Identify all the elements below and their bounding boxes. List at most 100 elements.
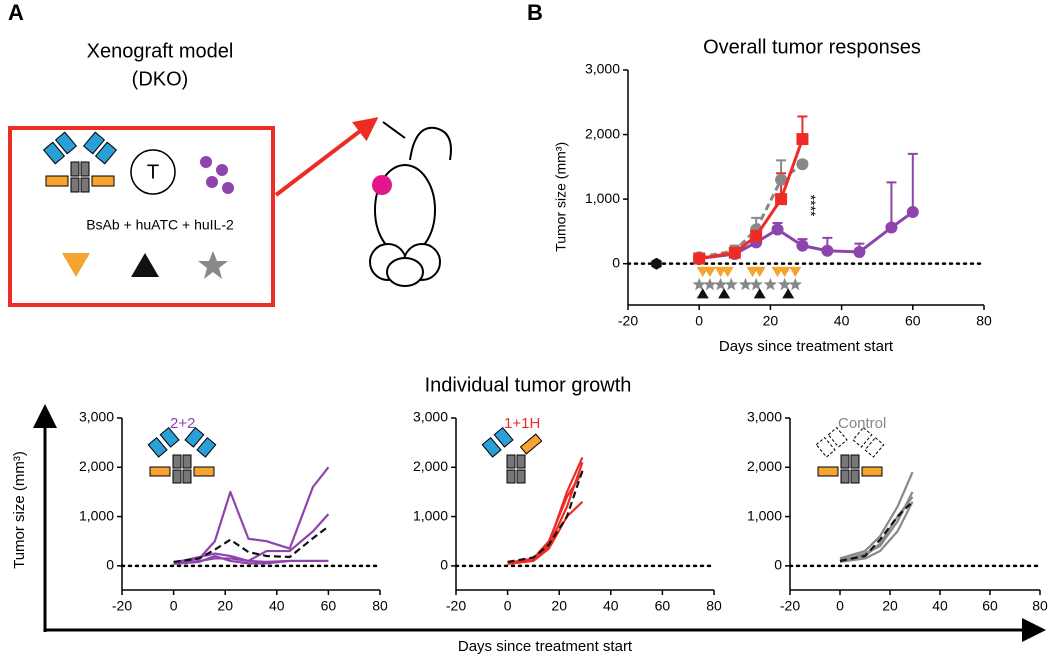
diagram-subtitle: (DKO) [132, 68, 189, 90]
x-tick-label: -20 [780, 598, 800, 614]
icon-part [850, 469, 860, 484]
point [775, 173, 788, 186]
chart-label: 2+2 [170, 415, 195, 432]
icon-part [193, 466, 215, 477]
y-tick-label: 1,000 [79, 507, 114, 523]
icon-part [840, 454, 850, 469]
series-line [839, 471, 914, 560]
icon-part [815, 436, 836, 458]
x-tick-label: 40 [603, 598, 619, 614]
icon-part [516, 469, 526, 484]
chart-title: Overall tumor responses [703, 36, 921, 58]
point [885, 221, 898, 234]
point [750, 229, 763, 242]
y-tick-label: 0 [440, 557, 448, 573]
y-tick-label: 3,000 [585, 61, 620, 77]
icon-part [840, 469, 850, 484]
point [724, 277, 738, 291]
x-tick-label: 0 [836, 598, 844, 614]
icon-part [506, 469, 516, 484]
x-tick-label: 40 [932, 598, 948, 614]
icon-part [182, 454, 192, 469]
icon-part [850, 454, 860, 469]
point [713, 277, 728, 291]
x-tick-label: 80 [706, 598, 722, 614]
point [753, 266, 766, 278]
point [853, 246, 866, 259]
icon-part [817, 466, 839, 477]
x-tick-label: 40 [269, 598, 285, 614]
series-line [173, 554, 329, 565]
x-tick-label: 0 [504, 598, 512, 614]
icon-part [196, 436, 217, 458]
point [796, 239, 809, 252]
x-axis-label: Days since treatment start [458, 638, 633, 655]
icon-part [519, 433, 543, 455]
series-line [839, 491, 914, 562]
antibody-icon [147, 426, 217, 484]
series-line [839, 500, 914, 563]
point [906, 206, 919, 219]
y-tick-label: 2,000 [747, 458, 782, 474]
y-tick-label: 3,000 [413, 409, 448, 425]
error-bar [907, 152, 918, 213]
x-tick-label: 0 [170, 598, 178, 614]
icon-part [147, 436, 168, 458]
y-tick-label: 3,000 [79, 409, 114, 425]
point [782, 288, 795, 299]
diagram-title: Xenograft model [87, 40, 234, 62]
cell-label: T [147, 161, 159, 183]
x-tick-label: 20 [217, 598, 233, 614]
point [651, 257, 662, 270]
y-tick-label: 2,000 [79, 458, 114, 474]
y-tick-label: 0 [106, 557, 114, 573]
point [796, 158, 809, 171]
point [693, 252, 706, 265]
antibody-icon [815, 426, 885, 484]
icon-part [852, 426, 873, 448]
point [728, 246, 741, 259]
point [796, 133, 809, 146]
icon-part [861, 466, 883, 477]
point [696, 288, 709, 299]
series-line [507, 470, 584, 563]
icon-part [827, 426, 848, 448]
icon-part [182, 469, 192, 484]
point [771, 223, 784, 236]
icon-part [506, 454, 516, 469]
annotation: **** [803, 195, 819, 217]
point [789, 266, 802, 278]
x-tick-label: 60 [905, 313, 921, 329]
series-line [839, 496, 914, 562]
point [738, 277, 753, 291]
y-tick-label: 1,000 [585, 190, 620, 206]
y-axis-label: Tumor size (mm³) [11, 451, 28, 569]
series-line [173, 466, 330, 563]
chart-label: Control [838, 415, 886, 432]
x-tick-label: 80 [1032, 598, 1048, 614]
series-line [507, 500, 584, 565]
x-tick-label: 60 [982, 598, 998, 614]
icon-part [493, 426, 514, 448]
x-tick-label: -20 [112, 598, 132, 614]
x-tick-label: 80 [976, 313, 992, 329]
point [703, 277, 717, 291]
point [703, 266, 716, 278]
x-tick-label: 80 [372, 598, 388, 614]
y-tick-label: 2,000 [585, 125, 620, 141]
error-bar [886, 181, 897, 228]
x-tick-label: 20 [882, 598, 898, 614]
x-tick-label: 20 [763, 313, 779, 329]
y-tick-label: 1,000 [747, 507, 782, 523]
icon-part [481, 436, 502, 458]
point [775, 193, 788, 206]
x-tick-label: -20 [446, 598, 466, 614]
diagram: T [8, 117, 452, 307]
point [692, 277, 706, 291]
panel-label: A [8, 0, 24, 25]
icon-part [172, 454, 182, 469]
x-tick-label: 40 [834, 313, 850, 329]
y-axis-label: Tumor size (mm³) [553, 142, 569, 252]
point [718, 288, 731, 299]
